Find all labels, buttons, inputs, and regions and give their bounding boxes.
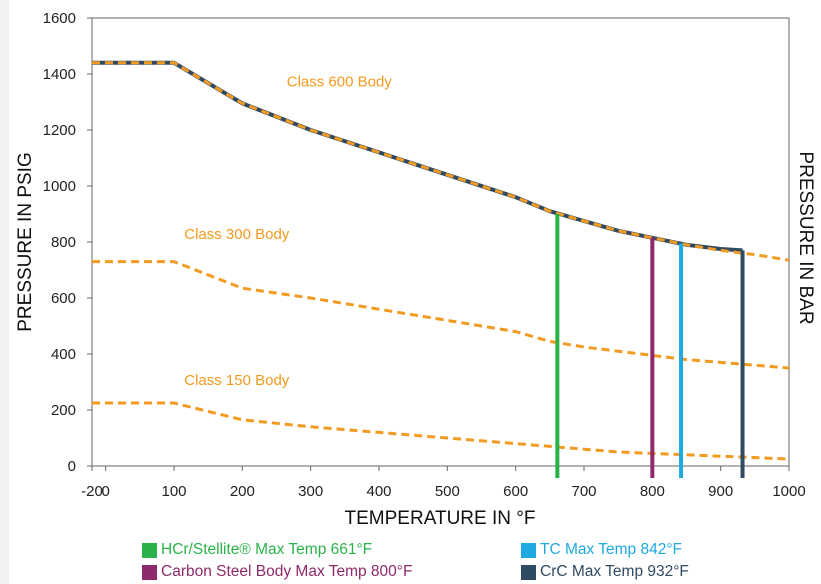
x-axis-ticks: -200 100 200 300 400 500 600 700 800 900 1000 <box>81 466 806 500</box>
y-axis-ticks: 0 200 400 600 800 1000 1200 1400 1600 <box>43 10 92 475</box>
x-tick-label: -20 <box>81 483 103 500</box>
y-tick-label: 200 <box>51 402 76 419</box>
x-tick-label: 700 <box>571 483 596 500</box>
x-axis-title: TEMPERATURE IN °F <box>345 508 536 529</box>
x-tick-label: 500 <box>435 483 460 500</box>
y-tick-label: 1600 <box>43 10 76 27</box>
y-tick-label: 1000 <box>43 178 76 195</box>
class-curve-2 <box>92 401 790 461</box>
y-tick-label: 1200 <box>43 122 76 139</box>
class-curve-0 <box>92 61 790 262</box>
x-tick-label: 200 <box>230 483 255 500</box>
left-edge-strip <box>0 0 9 584</box>
x-tick-label: 800 <box>640 483 665 500</box>
legend-swatch <box>521 564 536 580</box>
legend-item-carbon-steel: Carbon Steel Body Max Temp 800°F <box>142 563 412 581</box>
right-axis-title: PRESSURE IN BAR <box>795 151 816 324</box>
y-tick-label: 0 <box>68 458 76 475</box>
x-tick-label: 400 <box>366 483 391 500</box>
x-tick-label: 0 <box>101 483 109 500</box>
y-tick-label: 600 <box>51 290 76 307</box>
x-tick-label: 100 <box>161 483 186 500</box>
legend-label: CrC Max Temp 932°F <box>540 563 689 580</box>
series-labels: Class 600 Body Class 300 Body Class 150 Bo… <box>184 74 392 389</box>
legend-label: Carbon Steel Body Max Temp 800°F <box>161 563 413 580</box>
legend-label: TC Max Temp 842°F <box>540 541 683 558</box>
x-tick-label: 300 <box>298 483 323 500</box>
series-label: Class 150 Body <box>184 372 290 389</box>
legend-label: HCr/Stellite® Max Temp 661°F <box>161 541 373 558</box>
legend-item-tc: TC Max Temp 842°F <box>521 541 682 559</box>
legend-swatch <box>142 542 157 558</box>
class-curve-1 <box>92 260 790 370</box>
rating-curve-solid <box>92 60 743 253</box>
y-tick-label: 1400 <box>43 66 76 83</box>
x-tick-label: 1000 <box>772 483 805 500</box>
legend-swatch <box>521 542 536 558</box>
y-tick-label: 800 <box>51 234 76 251</box>
legend-swatch <box>142 564 157 580</box>
y-tick-label: 400 <box>51 346 76 363</box>
x-tick-label: 900 <box>708 483 733 500</box>
series-layer <box>92 60 790 461</box>
series-label: Class 300 Body <box>184 226 290 243</box>
x-tick-label: 600 <box>503 483 528 500</box>
series-label: Class 600 Body <box>287 74 393 91</box>
legend-item-hcr-stellite: HCr/Stellite® Max Temp 661°F <box>142 541 372 559</box>
y-axis-title: PRESSURE IN PSIG <box>15 152 36 332</box>
legend-item-crc: CrC Max Temp 932°F <box>521 563 689 581</box>
max-temp-lines <box>555 214 745 478</box>
